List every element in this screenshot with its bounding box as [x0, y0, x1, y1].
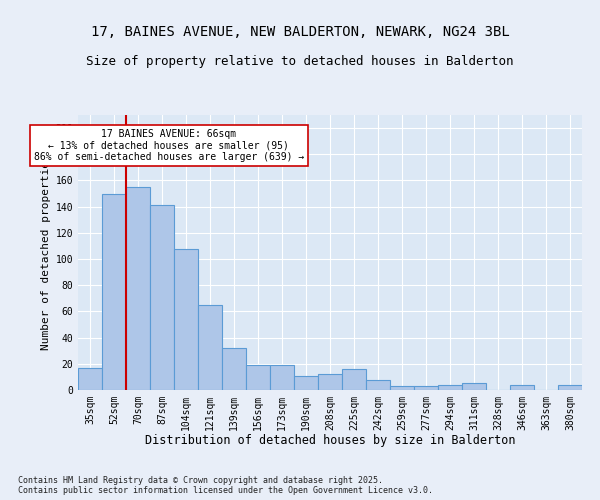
Bar [342, 369, 366, 390]
Text: Contains HM Land Registry data © Crown copyright and database right 2025.
Contai: Contains HM Land Registry data © Crown c… [18, 476, 433, 495]
Bar [558, 385, 582, 390]
Bar [438, 385, 462, 390]
Bar [102, 194, 126, 390]
Text: 17 BAINES AVENUE: 66sqm
← 13% of detached houses are smaller (95)
86% of semi-de: 17 BAINES AVENUE: 66sqm ← 13% of detache… [34, 128, 304, 162]
X-axis label: Distribution of detached houses by size in Balderton: Distribution of detached houses by size … [145, 434, 515, 448]
Bar [366, 380, 390, 390]
Bar [78, 368, 102, 390]
Bar [246, 365, 270, 390]
Bar [462, 384, 486, 390]
Bar [126, 187, 150, 390]
Bar [174, 248, 198, 390]
Bar [294, 376, 318, 390]
Bar [390, 386, 414, 390]
Bar [222, 348, 246, 390]
Bar [270, 365, 294, 390]
Bar [510, 385, 534, 390]
Text: 17, BAINES AVENUE, NEW BALDERTON, NEWARK, NG24 3BL: 17, BAINES AVENUE, NEW BALDERTON, NEWARK… [91, 25, 509, 39]
Bar [198, 305, 222, 390]
Bar [414, 386, 438, 390]
Text: Size of property relative to detached houses in Balderton: Size of property relative to detached ho… [86, 55, 514, 68]
Y-axis label: Number of detached properties: Number of detached properties [41, 154, 52, 350]
Bar [150, 206, 174, 390]
Bar [318, 374, 342, 390]
